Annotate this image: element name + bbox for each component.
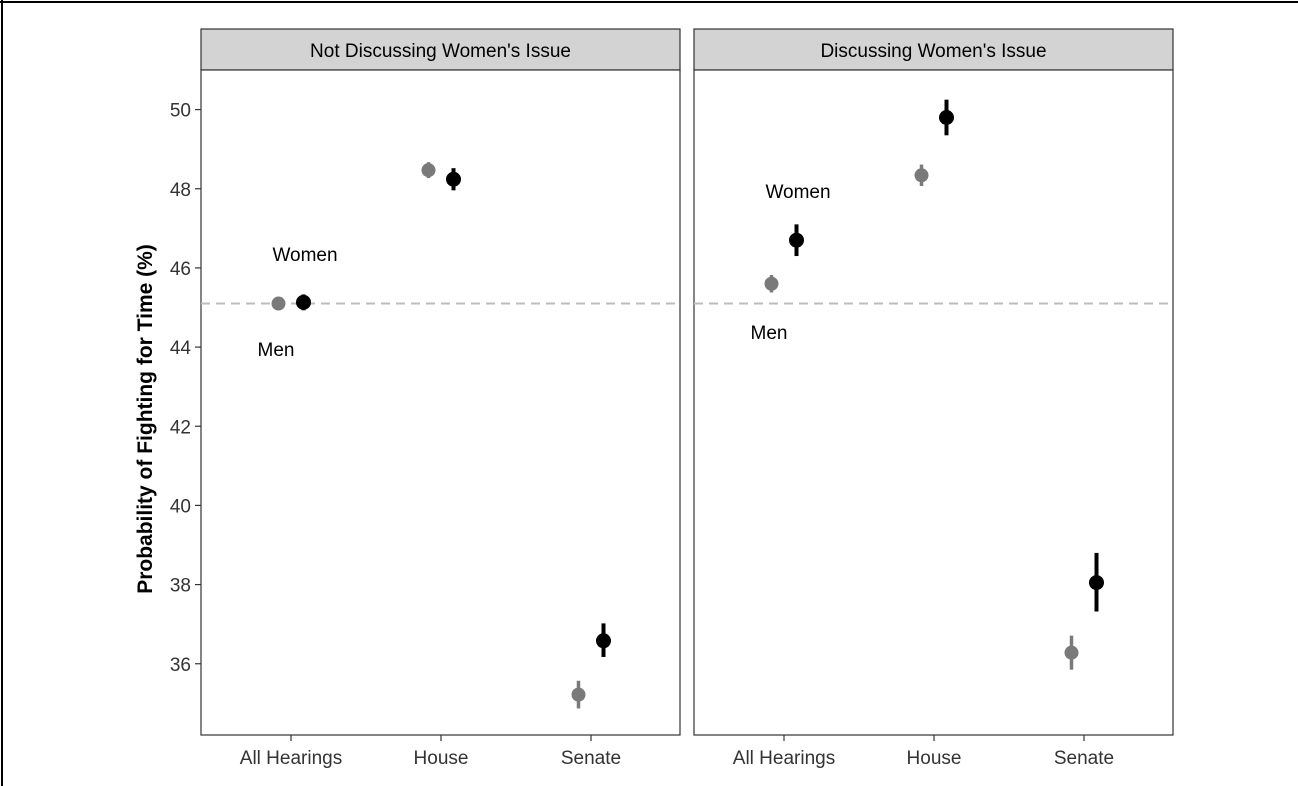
women-point xyxy=(789,232,804,248)
y-axis: 36 38 40 42 44 46 48 50 xyxy=(170,101,201,676)
y-tick-label: 40 xyxy=(170,496,191,517)
plot-area xyxy=(693,69,1174,736)
label-men: Men xyxy=(751,323,788,344)
women-point xyxy=(446,171,461,187)
x-tick-label: House xyxy=(414,748,469,769)
y-tick-label: 48 xyxy=(170,180,191,201)
panel-not-discussing: Not Discussing Women's Issue Women Men A… xyxy=(200,28,681,769)
panel-strip xyxy=(200,28,681,71)
x-tick-label: All Hearings xyxy=(733,748,835,769)
panel-discussing: Discussing Women's Issue Women Men All H… xyxy=(693,28,1174,769)
men-point xyxy=(571,687,586,702)
men-point xyxy=(271,296,286,311)
x-tick-label: Senate xyxy=(561,748,621,769)
x-axis: All Hearings House Senate xyxy=(240,735,621,769)
women-point xyxy=(296,294,311,310)
men-point xyxy=(914,168,929,183)
women-point xyxy=(596,633,611,649)
label-women: Women xyxy=(272,245,337,266)
data-points xyxy=(271,162,611,709)
y-tick-label: 50 xyxy=(170,101,191,122)
men-point xyxy=(421,163,436,178)
men-point xyxy=(1064,645,1079,660)
x-tick-label: Senate xyxy=(1054,748,1114,769)
y-tick-label: 44 xyxy=(170,338,192,359)
x-tick-label: House xyxy=(907,748,962,769)
panel-strip xyxy=(693,28,1174,71)
y-tick-label: 38 xyxy=(170,576,191,597)
men-point xyxy=(764,276,779,291)
y-tick-label: 46 xyxy=(170,259,191,280)
y-tick-label: 42 xyxy=(170,417,191,438)
label-women: Women xyxy=(765,182,830,203)
women-point xyxy=(1089,575,1104,591)
plot-area xyxy=(200,69,681,736)
y-axis-title: Probability of Fighting for Time (%) xyxy=(134,244,157,594)
data-points xyxy=(764,99,1104,670)
panel-title: Discussing Women's Issue xyxy=(820,41,1046,62)
label-men: Men xyxy=(258,340,295,361)
y-tick-label: 36 xyxy=(170,655,191,676)
women-point xyxy=(939,110,954,125)
panel-title: Not Discussing Women's Issue xyxy=(310,41,571,62)
x-axis: All Hearings House Senate xyxy=(733,735,1114,769)
x-tick-label: All Hearings xyxy=(240,748,342,769)
